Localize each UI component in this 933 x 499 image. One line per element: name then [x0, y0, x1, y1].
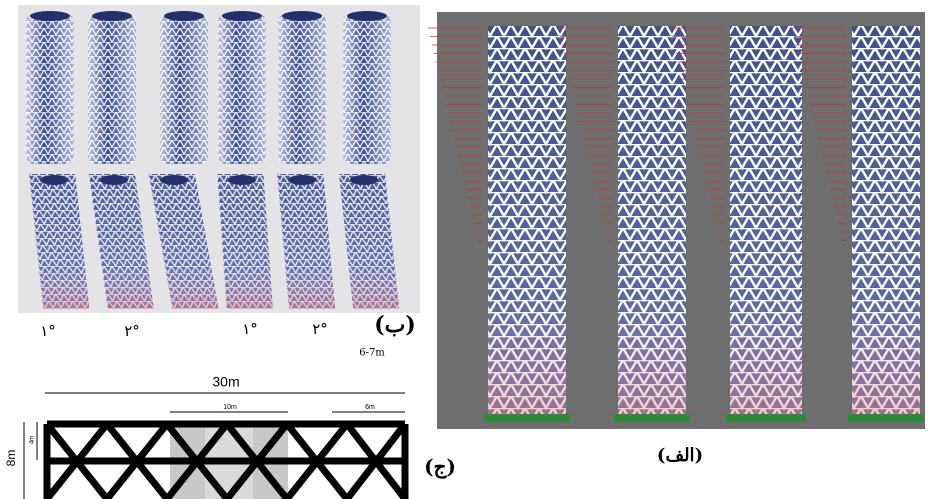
support [614, 414, 690, 422]
panel-c: 30m 10m 6m 8m 4m [4, 374, 405, 499]
panel-b-label: (ب) [374, 312, 416, 338]
tower-top [160, 175, 188, 185]
tower-top [40, 175, 68, 185]
dimension: 30m [212, 374, 239, 390]
tower-shade [217, 174, 272, 309]
tower-shade [618, 26, 686, 414]
panel-a-label: (الف) [657, 445, 703, 466]
angle-label: ۲° [312, 320, 328, 338]
tower-top [164, 11, 204, 21]
dimension: 8m [4, 450, 18, 467]
tower-shade [343, 14, 391, 164]
tower-top [282, 11, 322, 21]
tower-shade [218, 14, 266, 164]
tower-shade [852, 26, 920, 414]
figure-canvas: (ب) ۱° ۲° ۱° ۲° 6-7m (الف) 30m 10m 6m 8m… [0, 0, 933, 499]
dimension: 4m [30, 436, 36, 444]
tower-shade [160, 14, 208, 164]
tower-shade [278, 14, 326, 164]
tower-top [228, 175, 256, 185]
dimension: 6m [365, 404, 375, 411]
tower-shade [88, 14, 136, 164]
tower-shade [730, 26, 802, 414]
angle-label: ۱° [242, 320, 258, 338]
angle-label: ۱° [40, 322, 56, 340]
tower-top [100, 175, 128, 185]
dimension: 10m [223, 404, 237, 411]
figure: (ب) ۱° ۲° ۱° ۲° 6-7m (الف) 30m 10m 6m 8m… [0, 0, 933, 499]
support [484, 414, 570, 422]
tower-top [30, 11, 70, 21]
tower-top [347, 11, 387, 21]
angle-label: ۲° [124, 322, 140, 340]
tower-shade [488, 26, 566, 414]
support [848, 414, 924, 422]
panel-c-label: (ج) [424, 455, 456, 480]
tower-shade [26, 14, 74, 164]
support [726, 414, 806, 422]
tower-top [92, 11, 132, 21]
note: 6-7m [359, 348, 385, 359]
tower-top [350, 175, 378, 185]
tower-top [222, 11, 262, 21]
tower-top [288, 175, 316, 185]
